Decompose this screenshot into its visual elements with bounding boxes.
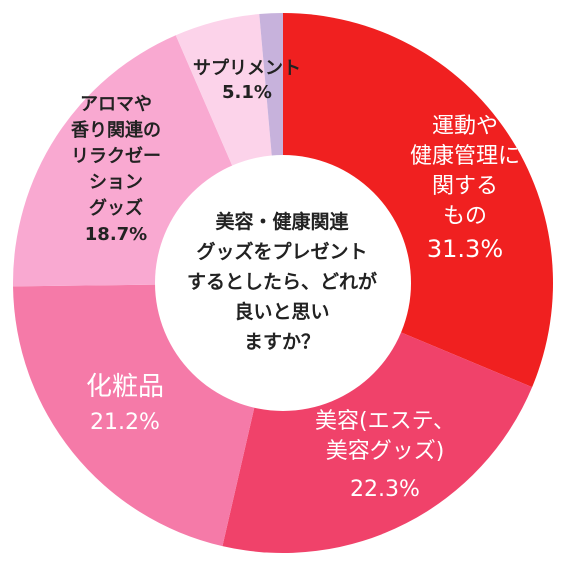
slice-value-4: 18.7% [85,224,147,245]
slice-value-3: 21.2% [90,410,160,435]
center-question-line-2: グッズをプレゼント [196,240,367,263]
slice-label-1-line-3: 関する [432,174,498,199]
center-question-line-1: 美容・健康関連 [215,210,349,233]
slice-value-5: 5.1% [222,82,272,103]
slice-label-3-line-1: 化粧品 [86,372,164,402]
slice-label-1-line-1: 運動や [432,114,498,139]
slice-label-5: サプリメント 5.1% [193,57,301,103]
slice-label-5-line-1: サプリメント [193,57,301,79]
center-question-line-3: するとしたら、どれが [187,270,377,293]
center-question-line-4: 良いと思い [234,300,329,323]
labels-group: 運動や健康管理に関するもの 31.3% 美容(エステ、美容グッズ) 22.3% 化粧品 2… [70,57,520,502]
slice-label-4-line-4: ション [89,172,143,193]
slice-label-4-line-3: リラクゼー [71,145,161,167]
center-question: 美容・健康関連グッズをプレゼントするとしたら、どれが良いと思いますか？ [187,210,377,353]
center-question-text: 美容・健康関連グッズをプレゼントするとしたら、どれが良いと思いますか？ [187,210,377,353]
slice-label-4-line-2: 香り関連の [70,119,161,141]
slice-label-2-line-2: 美容グッズ) [326,439,445,464]
donut-hole [155,155,411,411]
slice-label-4: アロマや香り関連のリラクゼーショングッズ 18.7% [70,94,161,245]
slice-label-2-line-1: 美容(エステ、 [315,409,455,434]
slice-label-2: 美容(エステ、美容グッズ) 22.3% [315,409,455,502]
slice-value-2: 22.3% [350,477,420,502]
center-question-line-5: ますか？ [244,331,320,353]
slice-label-4-line-1: アロマや [80,94,152,115]
slice-label-4-line-5: グッズ [89,197,143,219]
slice-label-1-line-2: 健康管理に [410,144,520,169]
slice-label-1-line-4: もの [443,204,487,229]
slice-value-1: 31.3% [427,235,503,263]
slice-label-3: 化粧品 21.2% [86,372,164,435]
slice-label-1: 運動や健康管理に関するもの 31.3% [410,114,520,263]
